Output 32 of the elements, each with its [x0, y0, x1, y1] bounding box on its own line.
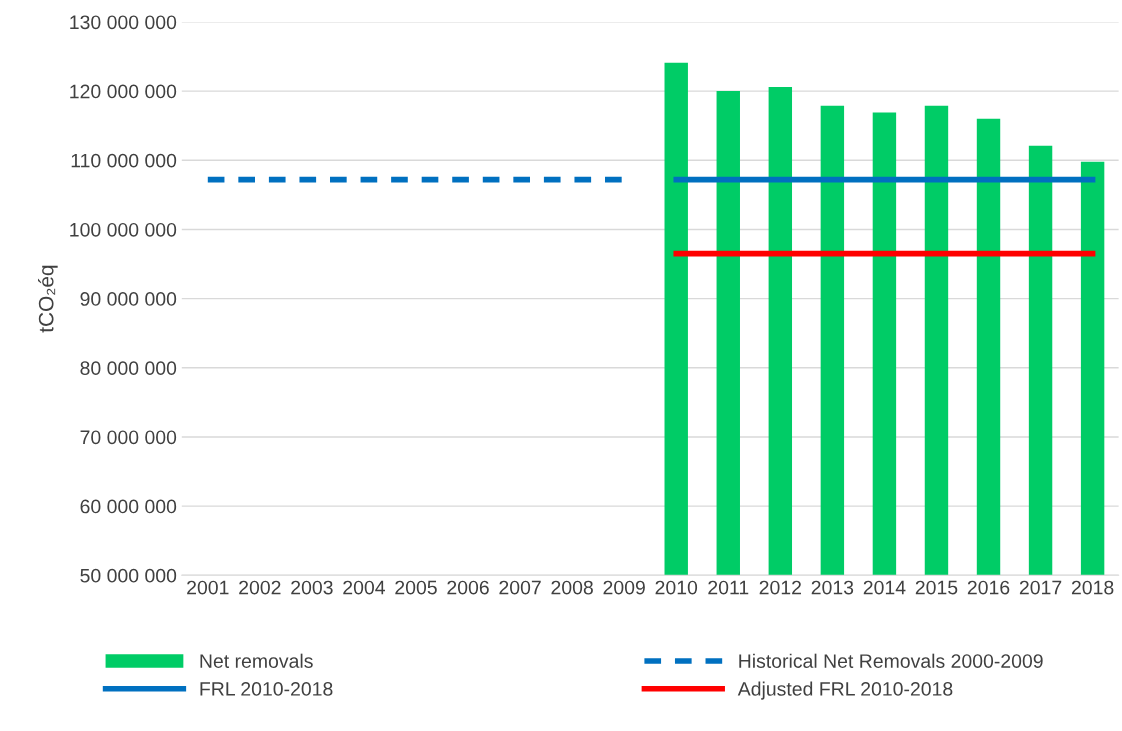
x-tick-label: 2001: [187, 580, 229, 595]
x-tick-label: 2007: [499, 580, 541, 595]
x-tick-label: 2011: [708, 580, 749, 595]
legend-label: Net removals: [200, 653, 313, 668]
y-tick-label: 70 000 000: [80, 430, 177, 445]
y-tick-label: 60 000 000: [80, 499, 177, 514]
y-tick-label: 130 000 000: [70, 15, 177, 30]
y-tick-label: 80 000 000: [80, 361, 177, 376]
x-tick-label: 2009: [603, 580, 645, 595]
x-tick-label: 2015: [915, 580, 958, 595]
y-tick-label: 120 000 000: [70, 84, 177, 99]
y-tick-label: 110 000 000: [71, 153, 177, 168]
x-tick-label: 2012: [759, 580, 801, 595]
x-tick-label: 2016: [967, 580, 1010, 595]
x-tick-label: 2003: [291, 580, 333, 595]
legend-label: Adjusted FRL 2010-2018: [737, 681, 953, 700]
x-tick-label: 2004: [343, 580, 385, 595]
x-tick-label: 2017: [1019, 580, 1062, 595]
x-tick-label: 2010: [655, 580, 698, 595]
legend-label: Historical Net Removals 2000-2009: [739, 653, 1043, 668]
x-tick-label: 2014: [863, 580, 906, 595]
y-tick-label: 50 000 000: [80, 568, 177, 583]
y-tick-label: 100 000 000: [70, 222, 177, 237]
x-tick-label: 2008: [551, 580, 593, 595]
y-axis-title: tCO₂éq: [38, 265, 58, 333]
x-tick-label: 2013: [811, 580, 854, 595]
x-tick-label: 2006: [447, 580, 489, 595]
y-tick-label: 90 000 000: [80, 292, 177, 306]
x-tick-label: 2018: [1071, 580, 1114, 595]
x-tick-label: 2002: [239, 580, 281, 595]
legend-label: FRL 2010-2018: [200, 682, 333, 696]
x-tick-label: 2005: [395, 580, 437, 595]
